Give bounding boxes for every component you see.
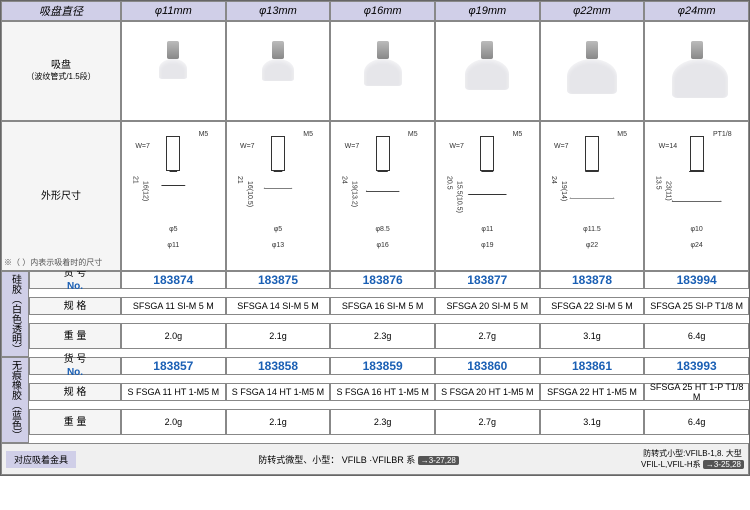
- row-img-label: 吸盘（波纹管式/1.5段）: [1, 21, 121, 121]
- part-number: 183876: [330, 271, 435, 289]
- part-number: 183857: [121, 357, 226, 375]
- spec-value: 2.0g: [121, 323, 226, 349]
- dimension-diagram: PT1/8W=1413.523(11)φ10φ24: [644, 121, 749, 271]
- spec-value: 6.4g: [644, 409, 749, 435]
- part-number: 183874: [121, 271, 226, 289]
- spec-value: 2.7g: [435, 409, 540, 435]
- suction-image: [435, 21, 540, 121]
- header-col: φ13mm: [226, 1, 331, 21]
- spec-value: SFSGA 16 SI-M 5 M: [330, 297, 435, 315]
- spec-value: 2.1g: [226, 323, 331, 349]
- part-number: 183994: [644, 271, 749, 289]
- suction-image: [121, 21, 226, 121]
- spec-value: S FSGA 14 HT 1-M5 M: [226, 383, 331, 401]
- part-number: 183860: [435, 357, 540, 375]
- spec-value: S FSGA 11 HT 1-M5 M: [121, 383, 226, 401]
- part-number: 183993: [644, 357, 749, 375]
- spec-value: 3.1g: [540, 323, 645, 349]
- spec-value: SFSGA 14 SI-M 5 M: [226, 297, 331, 315]
- part-number: 183859: [330, 357, 435, 375]
- spec-value: SFSGA 22 SI-M 5 M: [540, 297, 645, 315]
- spec-value: SFSGA 25 SI-P T1/8 M: [644, 297, 749, 315]
- spec-value: 2.3g: [330, 323, 435, 349]
- header-corner: 吸盘直径: [1, 1, 121, 21]
- row-label: 重 量: [29, 409, 121, 435]
- row-label: 规 格: [29, 297, 121, 315]
- suction-image: [226, 21, 331, 121]
- dimension-diagram: M5W=72419(13.2)φ8.5φ16: [330, 121, 435, 271]
- spec-value: SFSGA 25 HT 1-P T1/8 M: [644, 383, 749, 401]
- row-label: 规 格: [29, 383, 121, 401]
- header-col: φ19mm: [435, 1, 540, 21]
- spec-value: S FSGA 20 HT 1-M5 M: [435, 383, 540, 401]
- part-number: 183875: [226, 271, 331, 289]
- part-number: 183877: [435, 271, 540, 289]
- row-dim-label: 外形尺寸※（ ）内表示吸着时的尺寸: [1, 121, 121, 271]
- spec-value: SFSGA 11 SI-M 5 M: [121, 297, 226, 315]
- spec-value: 2.3g: [330, 409, 435, 435]
- suction-image: [540, 21, 645, 121]
- dimension-diagram: M5W=72116(12)φ5φ11: [121, 121, 226, 271]
- row-label: 重 量: [29, 323, 121, 349]
- dimension-diagram: M5W=72116(10.5)φ5φ13: [226, 121, 331, 271]
- spec-value: SFSGA 22 HT 1-M5 M: [540, 383, 645, 401]
- suction-image: [330, 21, 435, 121]
- row-label: 货 号 No.: [29, 357, 121, 375]
- spec-value: 6.4g: [644, 323, 749, 349]
- header-col: φ22mm: [540, 1, 645, 21]
- dimension-diagram: M5W=72419(14)φ11.5φ22: [540, 121, 645, 271]
- footer: 对应吸着金具防转式微型、小型： VFILB ·VFILBR 系 →3-27,28…: [1, 443, 749, 475]
- section-side: 无痕橡胶（蓝色）: [1, 357, 29, 443]
- spec-value: 2.1g: [226, 409, 331, 435]
- row-label: 货 号 No.: [29, 271, 121, 289]
- header-col: φ24mm: [644, 1, 749, 21]
- spec-value: 3.1g: [540, 409, 645, 435]
- suction-image: [644, 21, 749, 121]
- header-col: φ11mm: [121, 1, 226, 21]
- part-number: 183861: [540, 357, 645, 375]
- dimension-diagram: M5W=720.515.5(10.5)φ11φ19: [435, 121, 540, 271]
- spec-value: S FSGA 16 HT 1-M5 M: [330, 383, 435, 401]
- header-col: φ16mm: [330, 1, 435, 21]
- part-number: 183878: [540, 271, 645, 289]
- spec-value: 2.0g: [121, 409, 226, 435]
- section-side: 硅胶（白色透明）: [1, 271, 29, 357]
- spec-value: 2.7g: [435, 323, 540, 349]
- part-number: 183858: [226, 357, 331, 375]
- spec-value: SFSGA 20 SI-M 5 M: [435, 297, 540, 315]
